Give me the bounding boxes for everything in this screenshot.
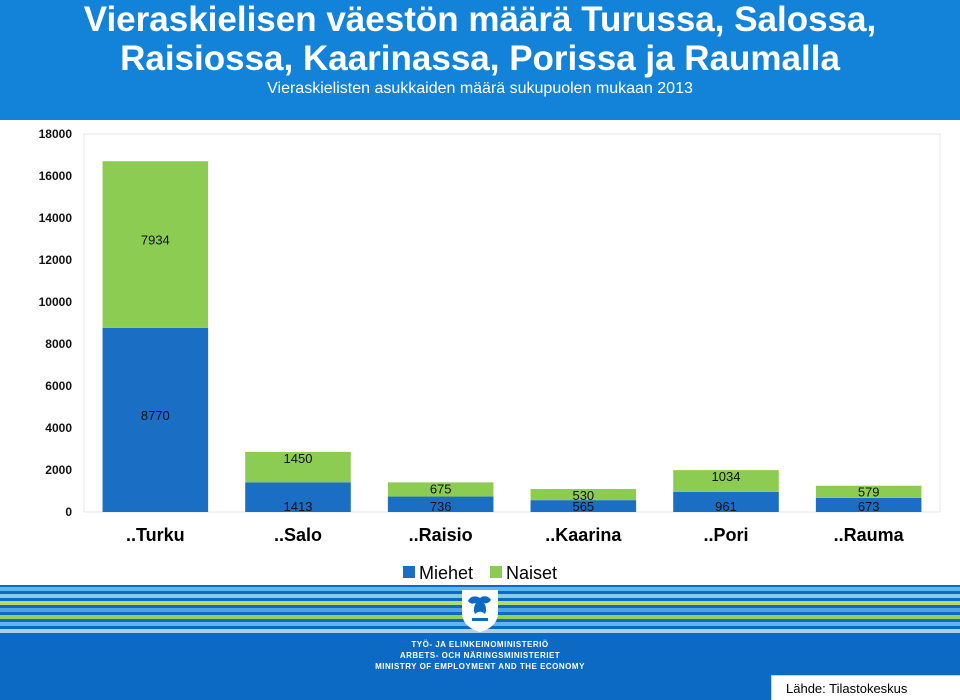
data-label-miehet: 1413 xyxy=(284,499,313,514)
bar-naiset xyxy=(102,161,209,328)
ministry-name-en: MINISTRY OF EMPLOYMENT AND THE ECONOMY xyxy=(375,662,585,671)
legend: Miehet Naiset xyxy=(0,563,960,584)
y-tick-label: 4000 xyxy=(45,421,72,435)
source-box: Lähde: Tilastokeskus xyxy=(771,675,960,700)
x-tick-label: ..Pori xyxy=(703,525,748,545)
y-tick-label: 18000 xyxy=(39,127,73,141)
footer-banner: TYÖ- JA ELINKEINOMINISTERIÖ ARBETS- OCH … xyxy=(0,585,960,700)
finnish-lion-emblem-icon xyxy=(462,590,498,632)
data-label-naiset: 530 xyxy=(572,488,594,503)
data-label-naiset: 1450 xyxy=(284,451,313,466)
data-label-miehet: 961 xyxy=(715,499,737,514)
bar-naiset xyxy=(387,482,494,497)
bar-miehet xyxy=(815,497,922,512)
y-tick-label: 12000 xyxy=(39,253,73,267)
footer-stripe xyxy=(0,587,960,591)
legend-label-naiset: Naiset xyxy=(506,563,558,583)
chart-title-line-2: Raisiossa, Kaarinassa, Porissa ja Raumal… xyxy=(120,39,840,78)
plot-area-border xyxy=(83,133,941,513)
y-axis-ticks: 0 2000 4000 6000 8000 10000 12000 14000 16000 180… xyxy=(39,127,73,519)
y-tick-label: 16000 xyxy=(39,169,73,183)
data-label-miehet: 736 xyxy=(430,499,452,514)
data-label-naiset: 1034 xyxy=(712,469,741,484)
data-label-naiset: 675 xyxy=(430,481,452,496)
header-banner: Vieraskielisen väestön määrä Turussa, Sa… xyxy=(0,0,960,120)
y-tick-label: 6000 xyxy=(45,379,72,393)
data-label-naiset: 579 xyxy=(858,485,880,500)
bars-group xyxy=(102,161,922,512)
legend-swatch-miehet xyxy=(402,566,415,578)
y-tick-label: 14000 xyxy=(39,211,73,225)
x-tick-label: ..Turku xyxy=(126,525,185,545)
x-tick-label: ..Rauma xyxy=(834,525,905,545)
data-label-miehet: 673 xyxy=(858,499,880,514)
bar-miehet xyxy=(673,491,779,512)
x-axis-ticks: ..Turku ..Salo ..Raisio ..Kaarina ..Pori ..Ra… xyxy=(126,525,905,545)
bar-naiset xyxy=(673,470,779,492)
bar-miehet xyxy=(102,327,209,512)
legend-item-naiset: Naiset xyxy=(490,563,557,584)
ministry-name-sv: ARBETS- OCH NÄRINGSMINISTERIET xyxy=(399,651,561,660)
y-tick-label: 0 xyxy=(65,505,72,519)
bar-naiset xyxy=(245,451,351,483)
legend-label-miehet: Miehet xyxy=(418,563,473,583)
bar-naiset xyxy=(815,485,922,498)
chart-title-line-1: Vieraskielisen väestön määrä Turussa, Sa… xyxy=(83,0,877,39)
bar-miehet xyxy=(387,496,494,512)
legend-item-miehet: Miehet xyxy=(402,563,473,584)
source-note: Lähde: Tilastokeskus xyxy=(786,681,908,696)
data-label-naiset: 7934 xyxy=(141,233,170,248)
x-tick-label: ..Raisio xyxy=(409,525,473,545)
ministry-name-fi: TYÖ- JA ELINKEINOMINISTERIÖ xyxy=(411,640,549,649)
stacked-bar-chart: 0 2000 4000 6000 8000 10000 12000 14000 16000 180… xyxy=(39,127,941,545)
data-label-miehet: 8770 xyxy=(141,408,170,423)
y-tick-label: 8000 xyxy=(45,337,72,351)
chart-subtitle: Vieraskielisten asukkaiden määrä sukupuo… xyxy=(267,80,693,97)
bar-miehet xyxy=(245,482,351,512)
bar-miehet xyxy=(530,500,637,512)
x-tick-label: ..Salo xyxy=(274,525,322,545)
bar-naiset xyxy=(530,489,637,501)
legend-swatch-naiset xyxy=(490,566,502,578)
x-tick-label: ..Kaarina xyxy=(545,525,622,545)
y-tick-label: 10000 xyxy=(39,295,73,309)
data-label-miehet: 565 xyxy=(572,499,594,514)
y-tick-label: 2000 xyxy=(45,463,72,477)
